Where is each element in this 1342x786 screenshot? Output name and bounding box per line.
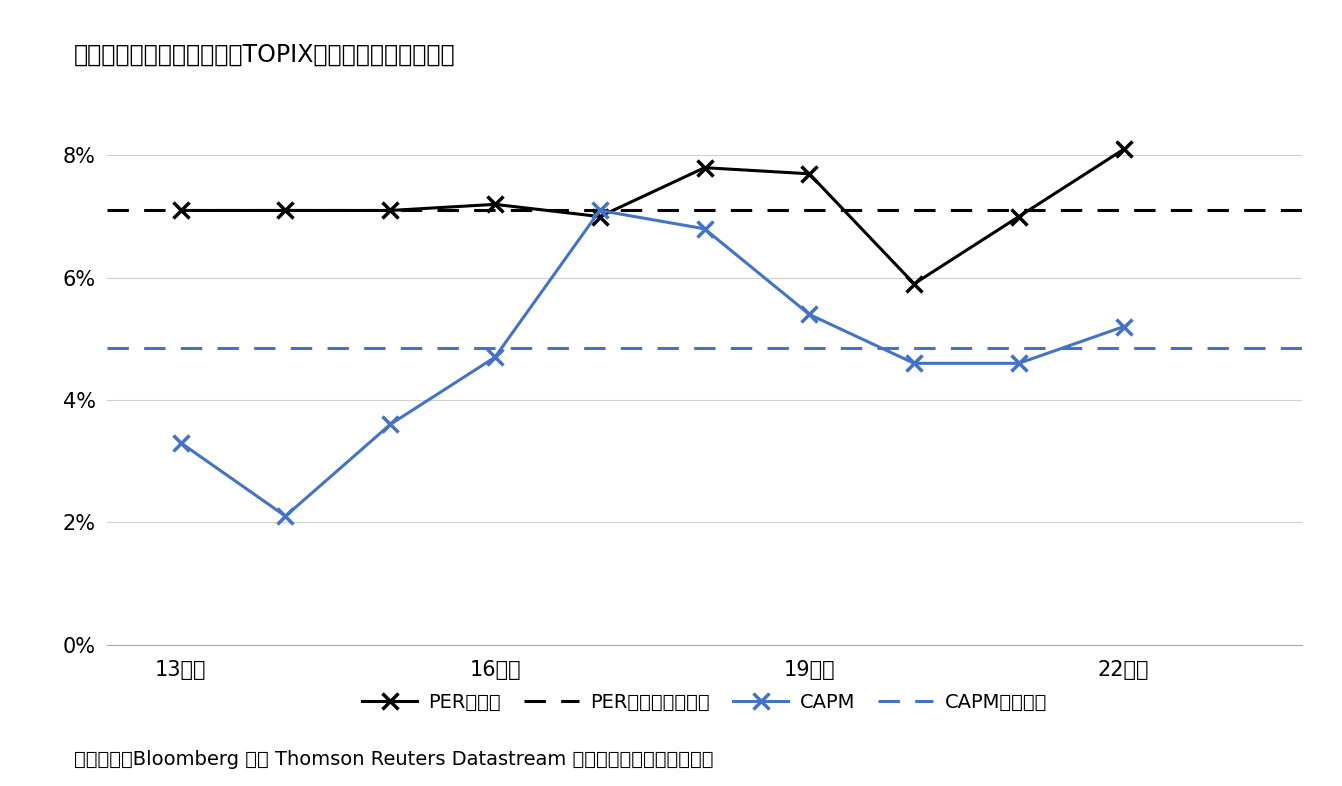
Line: PERの逆数: PERの逆数 — [173, 141, 1131, 292]
CAPM — [696, 224, 713, 233]
Text: 》図表２》推計補法によるTOPIXの株主資本コストの差: 》図表２》推計補法によるTOPIXの株主資本コストの差 — [74, 43, 455, 68]
CAPM — [278, 512, 294, 521]
CAPM — [592, 206, 608, 215]
CAPM — [487, 352, 503, 362]
PERの逆数 — [801, 169, 817, 178]
Legend: PERの逆数, PERの逆数（平均）, CAPM, CAPM（平均）: PERの逆数, PERの逆数（平均）, CAPM, CAPM（平均） — [354, 685, 1055, 720]
CAPM — [382, 420, 399, 429]
CAPM — [801, 310, 817, 319]
PERの逆数 — [278, 206, 294, 215]
PERの逆数 — [382, 206, 399, 215]
CAPM — [906, 358, 922, 368]
PERの逆数 — [487, 200, 503, 209]
CAPM — [173, 438, 189, 447]
PERの逆数 — [906, 279, 922, 288]
Line: CAPM: CAPM — [173, 203, 1131, 523]
PERの逆数 — [173, 206, 189, 215]
PERの逆数 — [1115, 145, 1131, 154]
PERの逆数 — [696, 163, 713, 172]
Text: （資料）　Bloomberg 及び Thomson Reuters Datastream から取得したデータを加工: （資料） Bloomberg 及び Thomson Reuters Datast… — [74, 750, 714, 769]
PERの逆数 — [592, 212, 608, 222]
PERの逆数 — [1011, 212, 1027, 222]
CAPM — [1115, 322, 1131, 332]
CAPM — [1011, 358, 1027, 368]
